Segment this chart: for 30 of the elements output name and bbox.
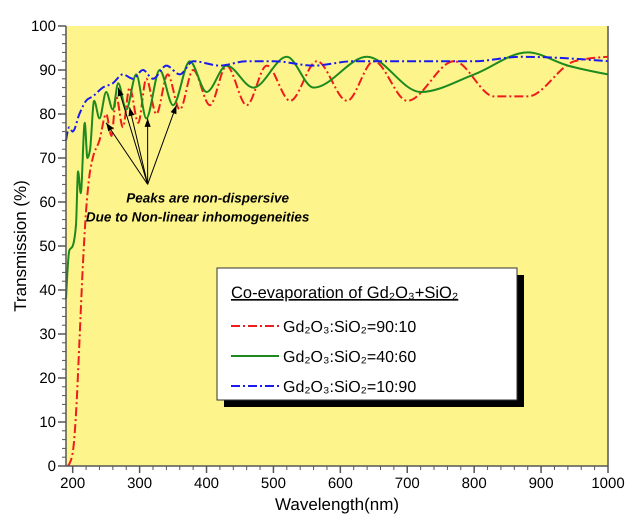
y-tick-label: 50 bbox=[39, 238, 56, 255]
legend-label: Gd₂O₃:SiO₂=10:90 bbox=[283, 379, 416, 396]
annotation: Due to Non-linear inhomogeneities bbox=[86, 209, 310, 224]
annotation: Peaks are non-dispersive bbox=[126, 190, 290, 206]
x-tick-label: 800 bbox=[462, 475, 487, 492]
x-tick-label: 1000 bbox=[591, 475, 625, 492]
y-tick-label: 80 bbox=[39, 106, 56, 123]
line-series bbox=[65, 56, 609, 142]
x-tick-label: 300 bbox=[127, 475, 152, 492]
y-tick-label: 100 bbox=[30, 18, 56, 35]
legend-label: Gd₂O₃:SiO₂=40:60 bbox=[283, 349, 416, 366]
x-tick-label: 900 bbox=[528, 475, 554, 492]
x-tick-label: 600 bbox=[328, 475, 353, 492]
y-axis-title: Transmission (%) bbox=[11, 180, 30, 312]
x-tick-label: 500 bbox=[260, 475, 286, 492]
x-tick-label: 400 bbox=[194, 475, 220, 492]
y-tick-label: 60 bbox=[39, 194, 56, 211]
y-tick-label: 40 bbox=[39, 282, 56, 299]
y-tick-label: 10 bbox=[39, 414, 56, 431]
x-axis-title: Wavelength(nm) bbox=[274, 495, 400, 514]
y-tick-label: 70 bbox=[39, 150, 56, 167]
y-tick-label: 30 bbox=[39, 326, 56, 343]
legend-title: Co-evaporation of Gd₂O₃+SiO₂ bbox=[231, 284, 458, 302]
line-series bbox=[65, 51, 609, 300]
legend-label: Gd₂O₃:SiO₂=90:10 bbox=[283, 319, 416, 336]
y-tick-label: 0 bbox=[48, 458, 56, 475]
y-tick-label: 90 bbox=[39, 62, 56, 79]
y-tick-label: 20 bbox=[39, 370, 56, 387]
x-tick-label: 700 bbox=[394, 475, 420, 492]
x-tick-label: 200 bbox=[60, 475, 86, 492]
